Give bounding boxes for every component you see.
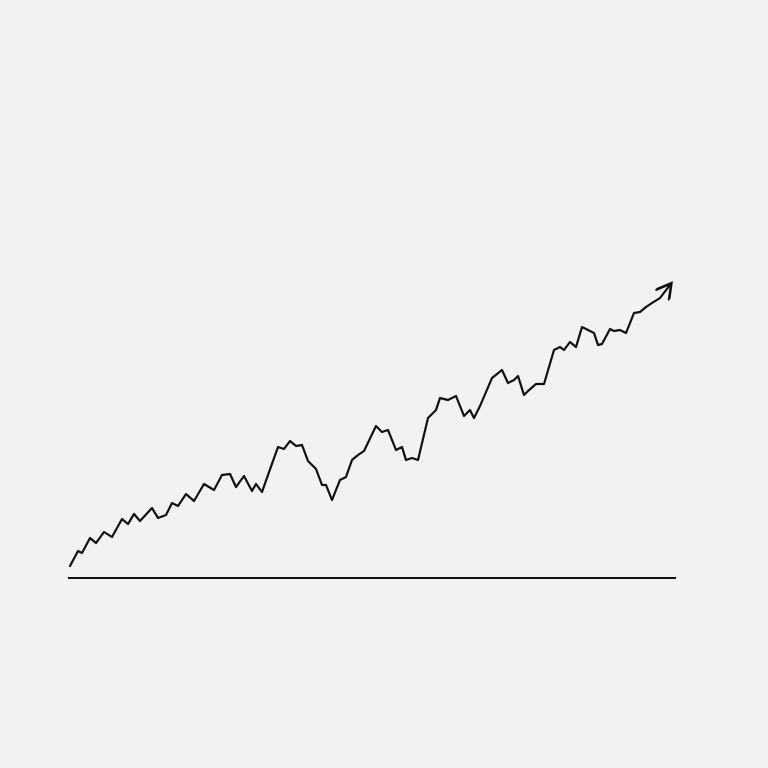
trend-line (68, 285, 670, 568)
